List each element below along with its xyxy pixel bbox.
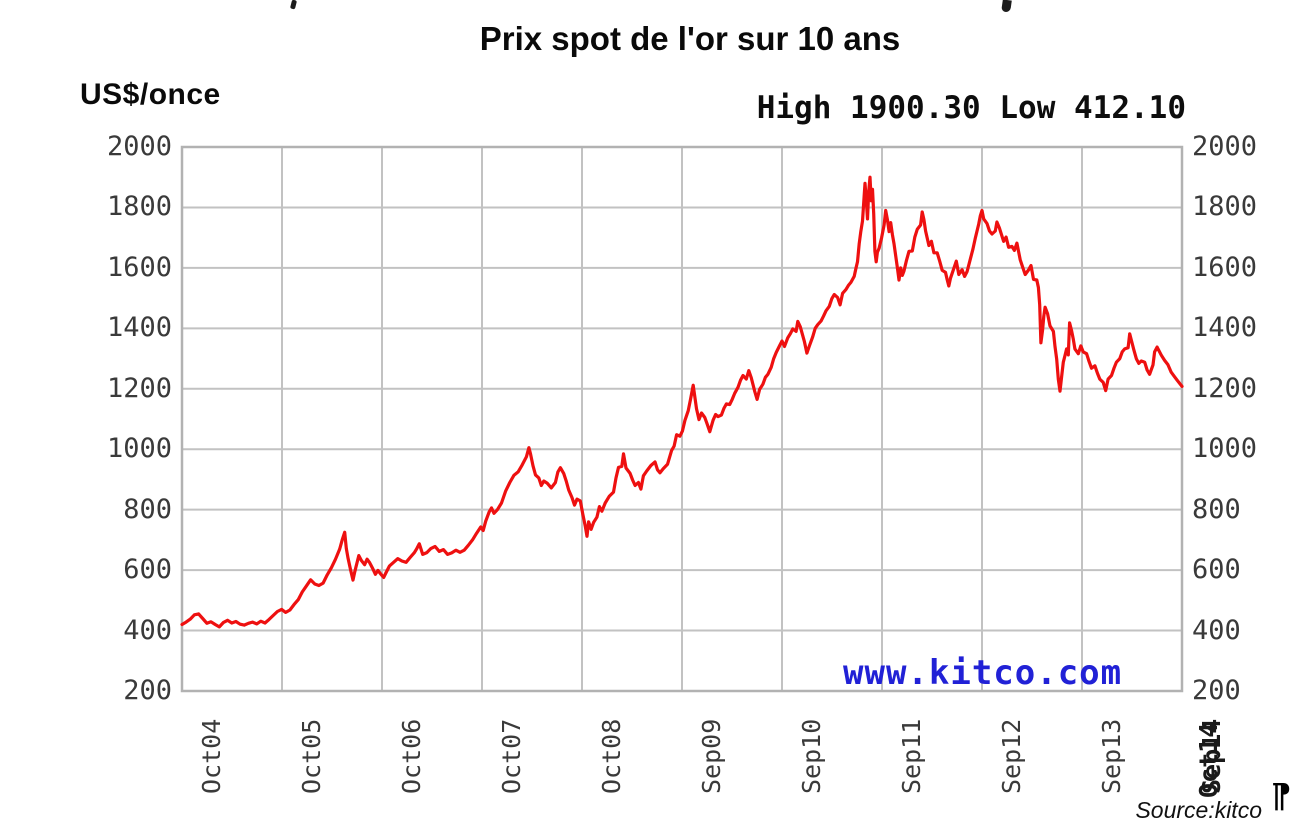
x-axis-tick-label: Sep11 — [897, 718, 926, 794]
y-axis-tick-label-right: 400 — [1192, 614, 1241, 646]
x-axis-tick-label: Sep10 — [797, 718, 826, 794]
y-axis-tick-label-left: 1200 — [106, 372, 172, 404]
gold-price-line — [180, 175, 1184, 629]
plot-border — [180, 145, 1184, 693]
y-axis-tick-label-left: 200 — [123, 675, 172, 706]
y-axis-tick-label-right: 1000 — [1192, 433, 1258, 465]
y-axis-tick-label-left: 1000 — [106, 433, 172, 465]
y-axis-tick-label-left: 1600 — [106, 251, 172, 283]
x-axis-tick-label: Sep14 — [1197, 718, 1226, 794]
y-axis-tick-label-right: 800 — [1192, 493, 1241, 525]
y-axis-tick-label-right: 2000 — [1192, 131, 1258, 162]
y-axis-tick-label-left: 1400 — [106, 312, 172, 344]
x-axis-tick-label: Sep12 — [997, 718, 1026, 794]
x-axis-tick-label: Oct08 — [597, 718, 626, 794]
chart-title: Prix spot de l'or sur 10 ans — [479, 20, 901, 57]
x-axis-tick-label: Sep13 — [1097, 718, 1126, 794]
y-axis-tick-label-left: 800 — [123, 493, 172, 525]
y-axis-tick-label-right: 1800 — [1192, 191, 1258, 223]
y-axis-tick-label-right: 200 — [1192, 675, 1241, 706]
y-axis-tick-label-left: 600 — [123, 554, 172, 586]
source-label: Source:kitco — [1135, 797, 1262, 823]
y-axis-tick-label-left: 1800 — [106, 191, 172, 223]
pilcrow-icon: ¶ — [1272, 776, 1291, 813]
y-axis-tick-label-left: 2000 — [106, 131, 172, 162]
x-axis-tick-label: Oct04 — [197, 718, 226, 794]
x-axis-tick-label: Oct06 — [397, 718, 426, 794]
x-axis-tick-label: Oct07 — [497, 718, 526, 794]
high-low-label: High 1900.30 Low 412.10 — [756, 90, 1186, 126]
y-axis-tick-label-right: 1400 — [1192, 312, 1258, 344]
y-axis-tick-label-right: 600 — [1192, 554, 1241, 586]
x-axis-tick-label: Sep09 — [697, 718, 726, 794]
y-axis-tick-label-right: 1200 — [1192, 372, 1258, 404]
y-axis-tick-label-left: 400 — [123, 614, 172, 646]
y-axis-tick-label-right: 1600 — [1192, 251, 1258, 283]
kitco-watermark: www.kitco.com — [843, 653, 1123, 693]
y-axis-unit-label: US$/once — [80, 78, 221, 111]
x-axis-tick-label: Oct05 — [297, 718, 326, 794]
